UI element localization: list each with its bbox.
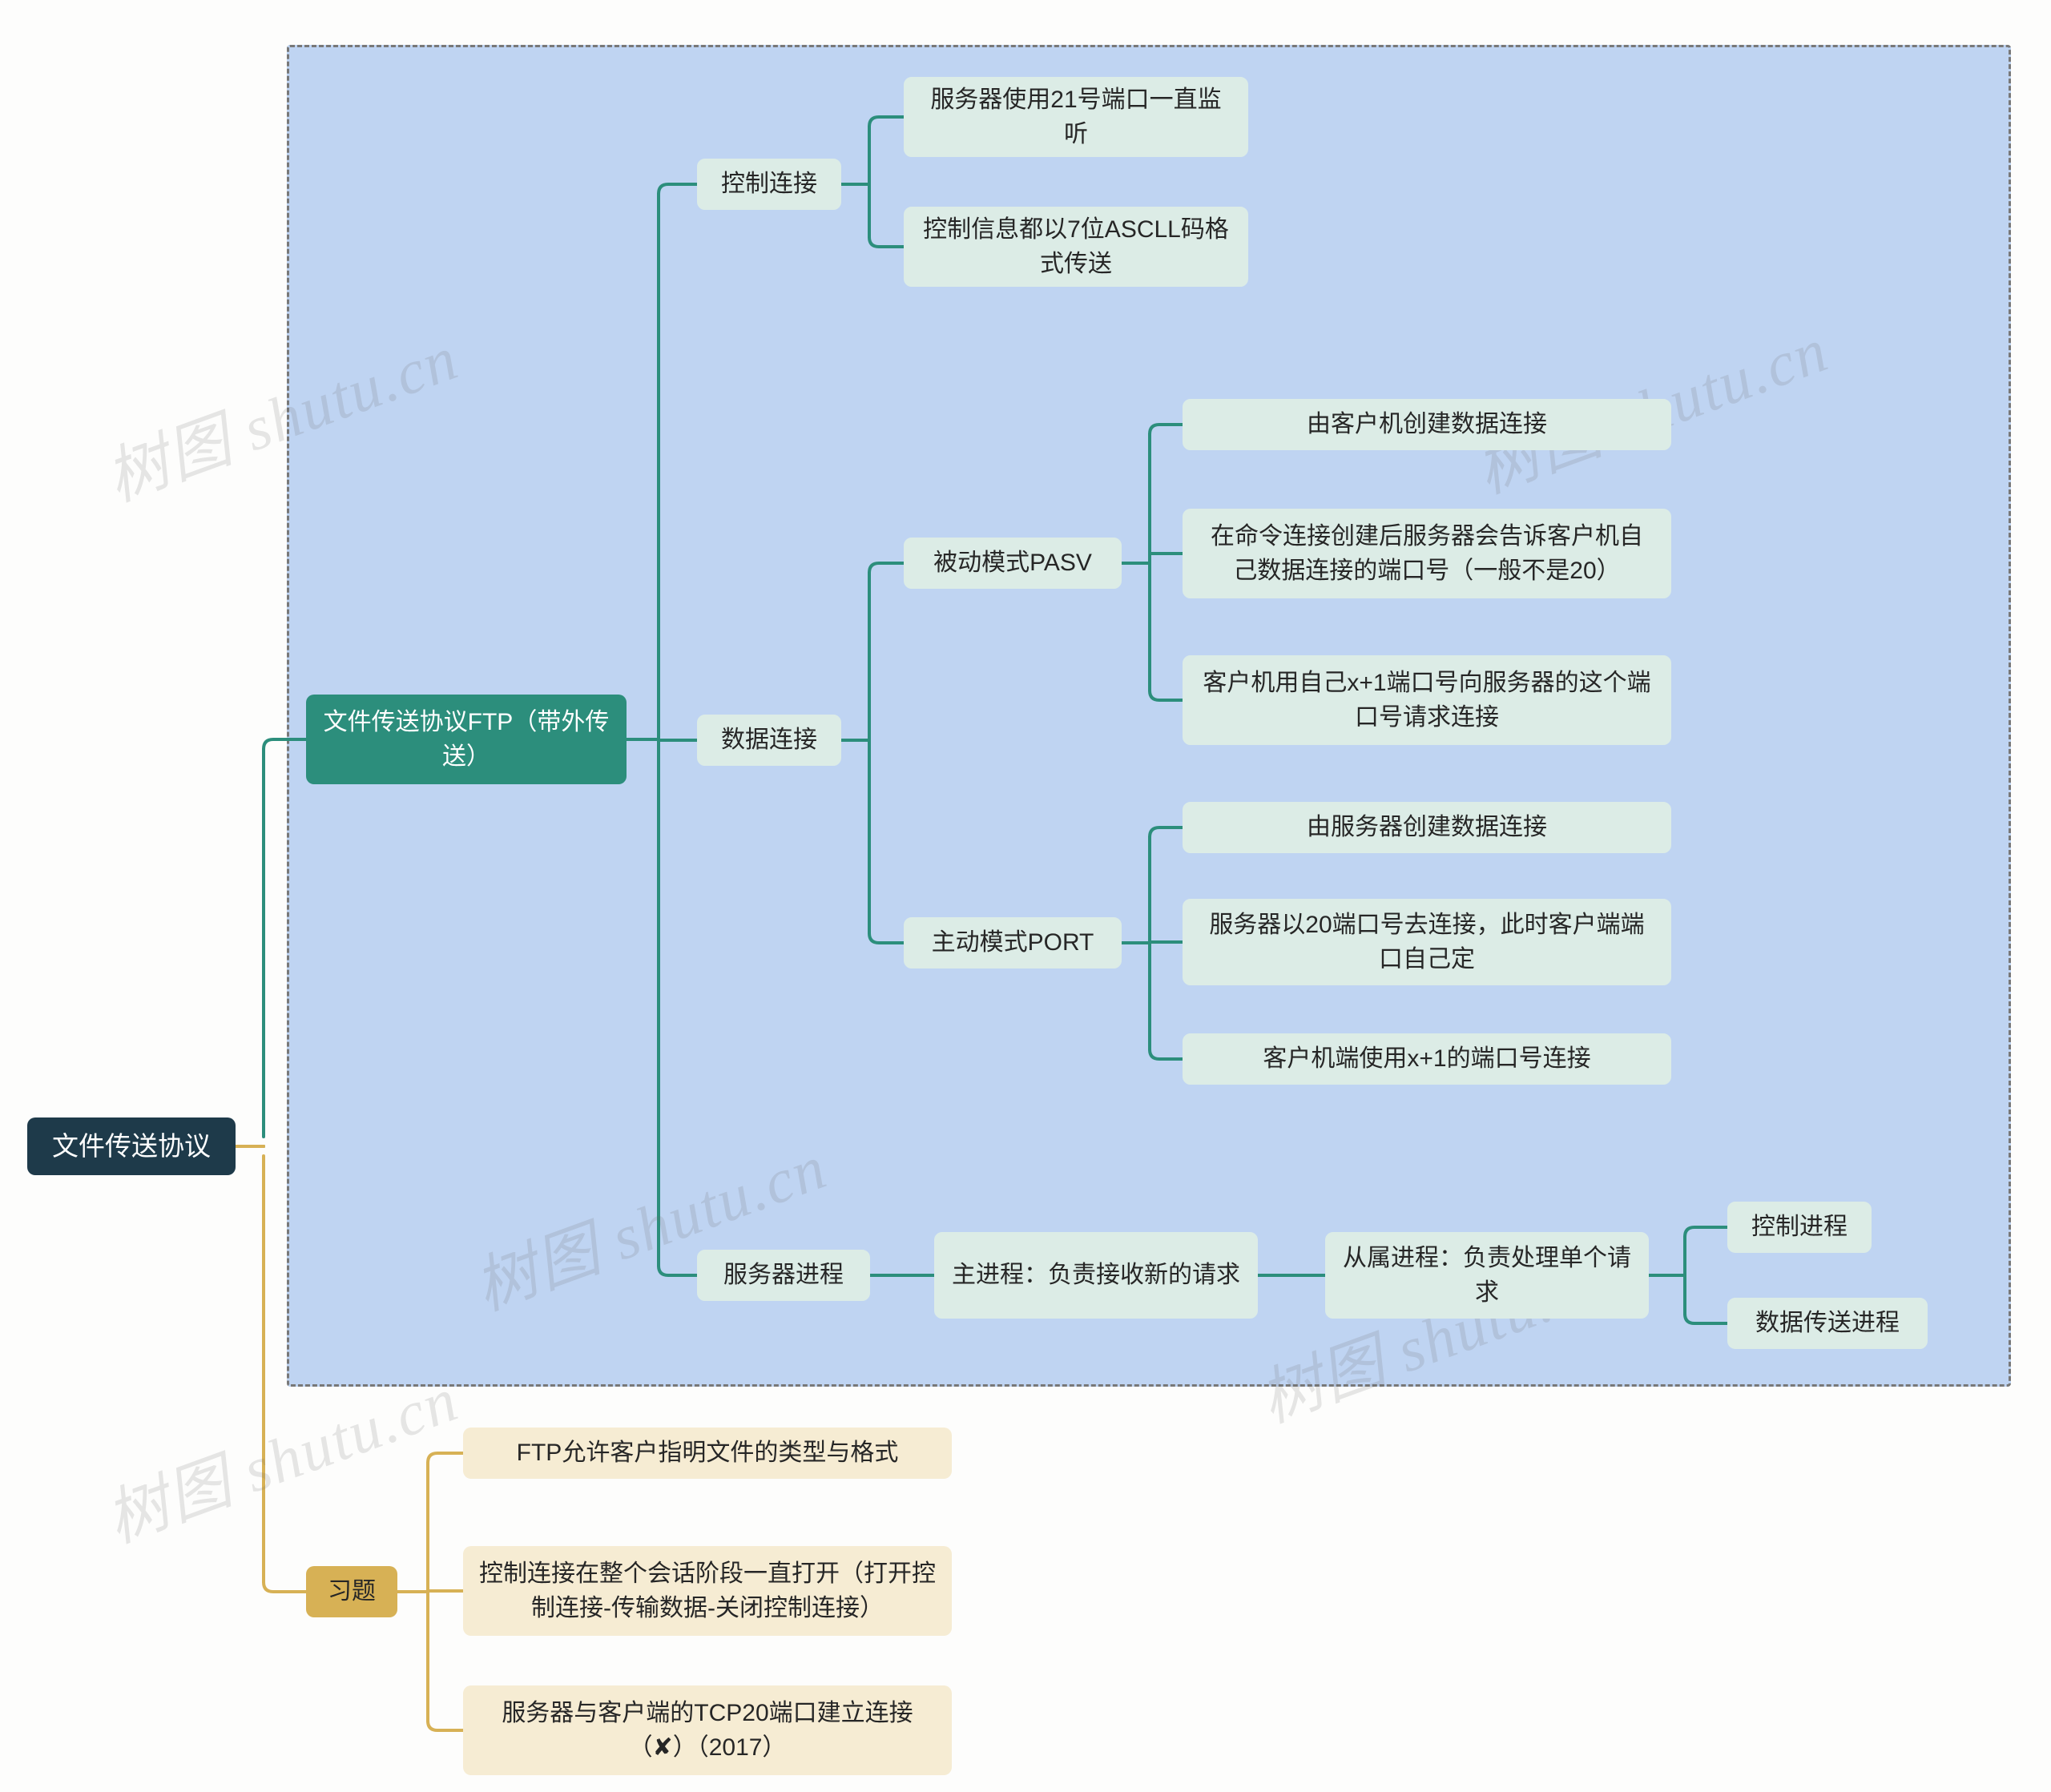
pasv-leaf[interactable]: 客户机用自己x+1端口号向服务器的这个端口号请求连接 [1183,655,1671,745]
port-leaf[interactable]: 由服务器创建数据连接 [1183,802,1671,853]
pasv-leaf[interactable]: 在命令连接创建后服务器会告诉客户机自己数据连接的端口号（一般不是20） [1183,509,1671,598]
pasv-node[interactable]: 被动模式PASV [904,538,1122,589]
control-leaf[interactable]: 控制信息都以7位ASCLL码格式传送 [904,207,1248,287]
control-conn-node[interactable]: 控制连接 [697,159,841,210]
data-conn-node[interactable]: 数据连接 [697,715,841,766]
root-node[interactable]: 文件传送协议 [27,1117,236,1175]
server-proc-node[interactable]: 服务器进程 [697,1250,870,1301]
exercise-leaf[interactable]: 控制连接在整个会话阶段一直打开（打开控制连接-传输数据-关闭控制连接） [463,1546,952,1636]
control-leaf[interactable]: 服务器使用21号端口一直监听 [904,77,1248,157]
server-leaf[interactable]: 数据传送进程 [1727,1298,1928,1349]
exercise-leaf[interactable]: 服务器与客户端的TCP20端口建立连接（✘）（2017） [463,1685,952,1775]
exercise-leaf[interactable]: FTP允许客户指明文件的类型与格式 [463,1428,952,1479]
port-leaf[interactable]: 客户机端使用x+1的端口号连接 [1183,1033,1671,1085]
server-leaf[interactable]: 控制进程 [1727,1202,1872,1253]
exercises-node[interactable]: 习题 [306,1566,397,1617]
sub-proc-node[interactable]: 从属进程：负责处理单个请求 [1325,1232,1649,1319]
ftp-node[interactable]: 文件传送协议FTP（带外传送） [306,695,627,784]
port-leaf[interactable]: 服务器以20端口号去连接，此时客户端端口自己定 [1183,899,1671,985]
pasv-leaf[interactable]: 由客户机创建数据连接 [1183,399,1671,450]
port-node[interactable]: 主动模式PORT [904,917,1122,968]
main-proc-node[interactable]: 主进程：负责接收新的请求 [934,1232,1258,1319]
